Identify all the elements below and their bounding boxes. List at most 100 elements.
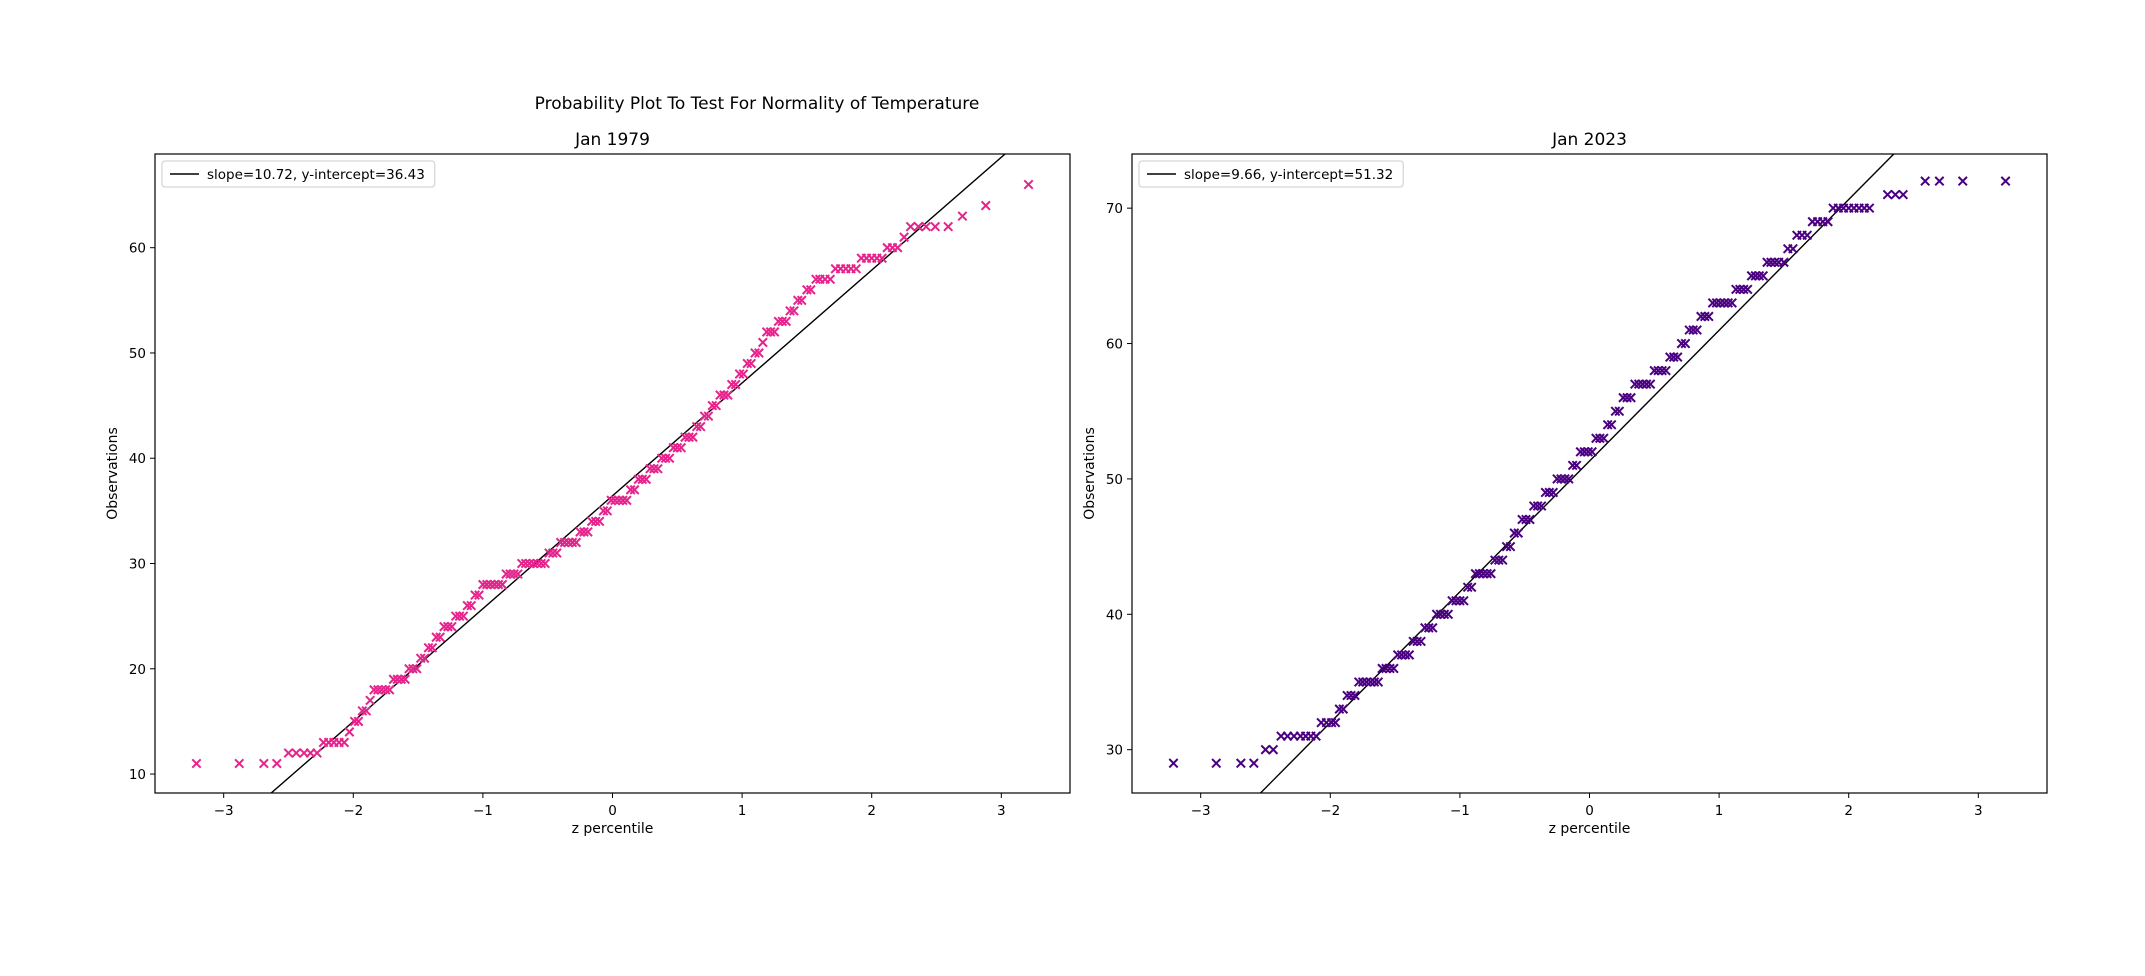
data-point xyxy=(446,621,457,632)
data-point xyxy=(1023,179,1034,190)
data-point xyxy=(1381,663,1391,674)
data-point xyxy=(1766,257,1776,268)
data-point xyxy=(1268,744,1279,755)
data-point xyxy=(625,484,636,495)
data-point xyxy=(1602,419,1613,430)
data-point xyxy=(943,221,954,232)
data-point xyxy=(1342,690,1353,701)
data-point xyxy=(1559,474,1570,484)
data-point xyxy=(1692,325,1702,335)
data-point xyxy=(1505,541,1516,552)
data-point xyxy=(427,642,438,653)
data-point xyxy=(544,548,554,558)
fit-line xyxy=(270,154,1007,793)
data-point xyxy=(1598,433,1609,444)
data-point xyxy=(415,653,426,664)
data-point xyxy=(1583,446,1594,457)
y-tick-label: 30 xyxy=(1106,743,1123,759)
data-point xyxy=(1524,514,1535,525)
data-point xyxy=(957,211,968,222)
data-point xyxy=(1746,270,1757,281)
data-point xyxy=(645,463,655,474)
data-point xyxy=(1357,677,1368,687)
data-point xyxy=(344,727,355,737)
fit-line-group xyxy=(270,154,1007,793)
data-point xyxy=(1330,717,1341,728)
x-tick-label: −2 xyxy=(1320,803,1340,819)
data-point xyxy=(1788,243,1798,254)
data-point xyxy=(579,527,589,537)
data-point xyxy=(497,579,508,590)
data-point xyxy=(357,705,368,716)
data-point xyxy=(1920,176,1931,186)
data-point xyxy=(1645,379,1656,390)
x-tick-label: −1 xyxy=(1450,803,1470,819)
data-point xyxy=(1443,609,1454,620)
subplot-title: Jan 2023 xyxy=(1551,130,1627,150)
data-point xyxy=(392,674,403,685)
data-point xyxy=(1594,433,1605,444)
fit-line xyxy=(1259,154,1895,793)
data-point xyxy=(1431,609,1442,620)
data-point xyxy=(765,327,776,337)
data-point xyxy=(617,495,628,506)
data-point xyxy=(1571,460,1582,471)
data-point xyxy=(1501,541,1512,552)
data-point xyxy=(353,716,364,727)
data-point xyxy=(1758,270,1769,281)
data-point xyxy=(1723,298,1734,308)
data-point xyxy=(684,432,694,443)
data-point xyxy=(1528,501,1539,511)
data-point xyxy=(805,284,816,295)
data-point xyxy=(1711,298,1722,308)
data-point xyxy=(1657,365,1667,376)
x-tick-label: 1 xyxy=(1715,803,1724,819)
data-point xyxy=(726,379,737,390)
data-point xyxy=(524,558,535,569)
data-point xyxy=(1466,582,1477,593)
y-tick-label: 40 xyxy=(129,451,146,467)
data-point xyxy=(1404,650,1415,660)
y-tick-label: 20 xyxy=(129,662,146,678)
data-point xyxy=(458,611,469,622)
data-point xyxy=(769,327,780,337)
data-point xyxy=(532,558,543,569)
data-point xyxy=(1622,392,1632,403)
data-point xyxy=(660,453,671,464)
data-point xyxy=(474,590,484,600)
data-point xyxy=(1334,704,1345,714)
data-point xyxy=(711,400,722,411)
data-point xyxy=(1400,650,1411,660)
data-point xyxy=(339,737,350,748)
data-point xyxy=(1474,568,1485,579)
data-point xyxy=(921,221,932,232)
data-point xyxy=(462,600,473,611)
data-point xyxy=(594,516,605,527)
data-point xyxy=(388,674,399,685)
data-point xyxy=(1957,176,1968,186)
data-point xyxy=(485,579,496,590)
data-point xyxy=(1311,731,1321,742)
data-point xyxy=(1361,677,1372,687)
data-point xyxy=(785,305,795,316)
legend: slope=10.72, y-intercept=36.43 xyxy=(161,160,436,188)
x-tick-label: 0 xyxy=(608,803,617,819)
subplot-title: Jan 1979 xyxy=(574,130,650,150)
data-point xyxy=(825,274,836,285)
data-point xyxy=(291,748,302,758)
data-point xyxy=(191,758,202,769)
data-point xyxy=(1738,284,1749,295)
data-point xyxy=(672,442,683,453)
data-point xyxy=(586,516,597,527)
data-point xyxy=(1575,446,1586,457)
data-point xyxy=(757,337,768,348)
legend: slope=9.66, y-intercept=51.32 xyxy=(1138,160,1404,188)
data-point xyxy=(1168,758,1179,769)
data-point xyxy=(750,348,760,358)
data-point xyxy=(312,748,322,758)
data-point xyxy=(1416,636,1426,647)
data-point xyxy=(1563,474,1574,484)
data-point xyxy=(1567,460,1578,471)
